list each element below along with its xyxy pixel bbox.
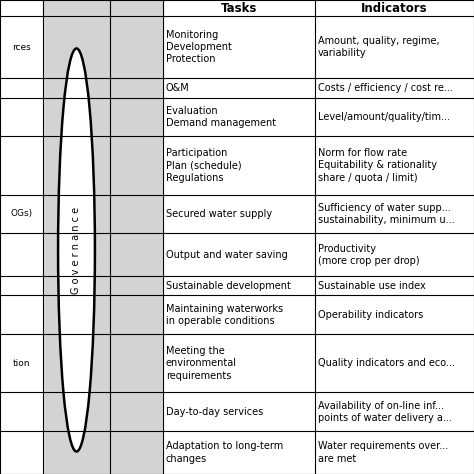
Bar bbox=[0, 0, 474, 16]
Text: Monitoring
Development
Protection: Monitoring Development Protection bbox=[166, 30, 232, 64]
Text: Participation
Plan (schedule)
Regulations: Participation Plan (schedule) Regulation… bbox=[166, 148, 242, 183]
Text: Output and water saving: Output and water saving bbox=[166, 250, 288, 260]
Text: Adaptation to long-term
changes: Adaptation to long-term changes bbox=[166, 441, 283, 464]
Ellipse shape bbox=[58, 48, 95, 452]
Bar bbox=[43, 0, 163, 16]
Text: O&M: O&M bbox=[166, 83, 190, 93]
Bar bbox=[0, 78, 43, 98]
Text: Water requirements over...
are met: Water requirements over... are met bbox=[318, 441, 448, 464]
Text: Productivity
(more crop per drop): Productivity (more crop per drop) bbox=[318, 244, 419, 266]
Text: Sufficiency of water supp...
sustainability, minimum u...: Sufficiency of water supp... sustainabil… bbox=[318, 203, 455, 225]
Text: Level/amount/quality/tim...: Level/amount/quality/tim... bbox=[318, 112, 450, 122]
Text: Sustainable development: Sustainable development bbox=[166, 281, 291, 291]
Text: Maintaining waterworks
in operable conditions: Maintaining waterworks in operable condi… bbox=[166, 304, 283, 326]
Text: Meeting the
environmental
requirements: Meeting the environmental requirements bbox=[166, 346, 237, 381]
Text: Secured water supply: Secured water supply bbox=[166, 209, 272, 219]
Bar bbox=[0, 0, 43, 474]
Bar bbox=[0, 392, 43, 431]
Text: rces: rces bbox=[12, 43, 31, 52]
Bar bbox=[0, 137, 43, 194]
Bar bbox=[0, 295, 43, 334]
Text: G o v e r n a n c e: G o v e r n a n c e bbox=[72, 207, 82, 293]
Text: Quality indicators and eco...: Quality indicators and eco... bbox=[318, 358, 455, 368]
Bar bbox=[0, 194, 43, 233]
Text: OGs): OGs) bbox=[10, 210, 33, 219]
Text: Indicators: Indicators bbox=[361, 1, 428, 15]
Text: Availability of on-line inf...
points of water delivery a...: Availability of on-line inf... points of… bbox=[318, 401, 452, 423]
Text: Norm for flow rate
Equitability & rationality
share / quota / limit): Norm for flow rate Equitability & ration… bbox=[318, 148, 437, 183]
Text: Amount, quality, regime,
variability: Amount, quality, regime, variability bbox=[318, 36, 439, 58]
Text: Costs / efficiency / cost re...: Costs / efficiency / cost re... bbox=[318, 83, 453, 93]
Bar bbox=[0, 16, 43, 78]
Bar bbox=[0, 276, 43, 295]
Bar bbox=[163, 0, 474, 474]
Text: Tasks: Tasks bbox=[221, 1, 257, 15]
Bar bbox=[0, 334, 43, 392]
Bar bbox=[0, 431, 43, 474]
Text: tion: tion bbox=[13, 359, 30, 368]
Text: Day-to-day services: Day-to-day services bbox=[166, 407, 263, 417]
Bar bbox=[0, 233, 43, 276]
Text: Operability indicators: Operability indicators bbox=[318, 310, 423, 320]
Bar bbox=[0, 98, 43, 137]
Text: Sustainable use index: Sustainable use index bbox=[318, 281, 426, 291]
Text: Evaluation
Demand management: Evaluation Demand management bbox=[166, 106, 276, 128]
